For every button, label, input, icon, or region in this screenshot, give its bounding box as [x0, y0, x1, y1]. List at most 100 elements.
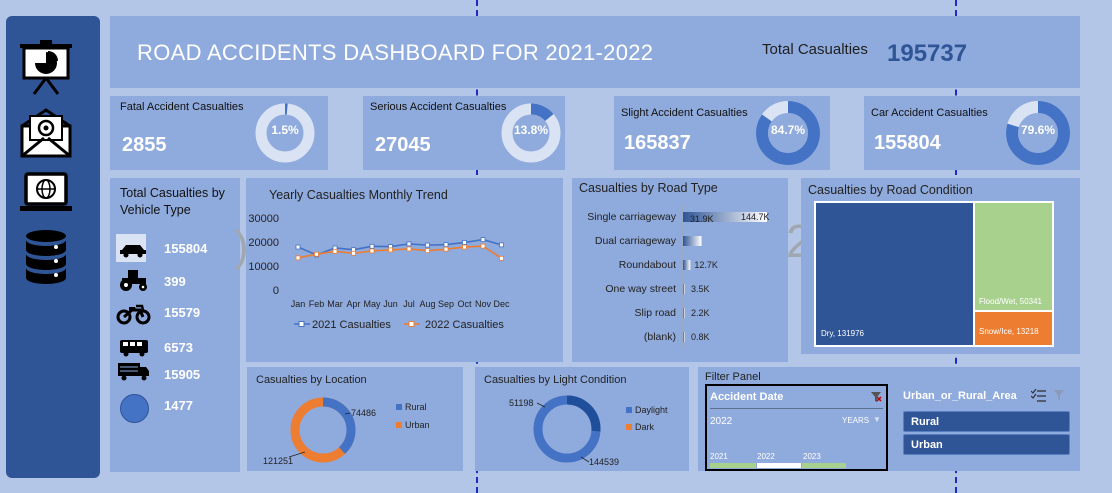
bar-value-label: 31.9K	[690, 214, 714, 224]
x-tick-label: May	[363, 299, 381, 309]
kpi-value: 27045	[375, 134, 431, 156]
bar-value-label: 144.7K	[741, 212, 770, 222]
truck-icon[interactable]	[116, 357, 152, 383]
y-tick-label: 30000	[248, 213, 279, 225]
kpi-label: Fatal Accident Casualties	[120, 101, 244, 113]
kpi-card-slight: Slight Accident Casualties 165837 84.7%	[614, 96, 830, 170]
legend-label-dark: Dark	[635, 422, 655, 432]
data-point	[388, 247, 393, 253]
kpi-value: 155804	[874, 132, 941, 154]
date-slicer-header: Accident Date	[710, 391, 784, 403]
kpi-percent: 84.7%	[770, 123, 806, 137]
location-rural-value: 74486	[351, 408, 376, 418]
monthly-trend-panel: Yearly Casualties Monthly Trend 30000 20…	[246, 178, 563, 362]
bus-icon[interactable]	[116, 335, 152, 361]
kpi-label: Slight Accident Casualties	[621, 107, 748, 119]
motorcycle-icon[interactable]	[116, 300, 152, 326]
vehicle-value: 1477	[164, 398, 193, 413]
road-type-labels: Single carriageway Dual carriageway Roun…	[572, 178, 676, 362]
legend-marker-2021	[298, 321, 305, 327]
road-type-bar	[683, 212, 767, 222]
timeline-bar-2021[interactable]	[710, 463, 756, 468]
slicer-divider	[710, 408, 883, 409]
accident-date-slicer[interactable]: Accident Date 2022 YEARS ▼ 2021 2022 202…	[705, 384, 888, 471]
years-unit-dropdown[interactable]: YEARS	[842, 416, 870, 425]
vehicle-value: 399	[164, 274, 186, 289]
laptop-globe-icon[interactable]	[16, 168, 76, 224]
x-tick-label: Jun	[383, 299, 398, 309]
multi-select-icon[interactable]	[1031, 389, 1047, 403]
legend-swatch-daylight	[626, 407, 632, 413]
series-line-2022	[297, 245, 502, 259]
legend-label-2022: 2022 Casualties	[425, 319, 504, 331]
data-point	[295, 255, 301, 261]
x-tick-label: Aug	[419, 299, 435, 309]
area-item-rural[interactable]: Rural	[903, 411, 1070, 432]
data-point	[499, 242, 504, 248]
treemap-dry[interactable]: Dry, 131976	[816, 203, 973, 345]
bar-category-label: Dual carriageway	[594, 235, 676, 247]
bar-value-label: 12.7K	[694, 260, 718, 270]
area-item-urban[interactable]: Urban	[903, 434, 1070, 455]
filter-title: Filter Panel	[705, 371, 761, 383]
data-point	[369, 248, 375, 254]
treemap-snow[interactable]: Snow/Ice, 13218	[975, 312, 1052, 345]
data-point	[480, 237, 486, 242]
x-tick-label: Sep	[438, 299, 454, 309]
road-type-title: Casualties by Road Type	[579, 181, 718, 195]
location-title: Casualties by Location	[256, 374, 367, 386]
light-dark-slice	[533, 395, 601, 463]
total-casualties-label: Total Casualties	[762, 41, 868, 58]
kpi-donut	[756, 101, 820, 165]
kpi-value: 2855	[122, 134, 167, 156]
car-icon[interactable]	[116, 236, 152, 262]
kpi-percent: 1.5%	[271, 123, 299, 137]
series-line-2021	[297, 238, 502, 256]
chevron-down-icon[interactable]: ▼	[873, 415, 881, 424]
legend-label-rural: Rural	[405, 402, 427, 412]
legend-label-urban: Urban	[405, 420, 430, 430]
x-tick-label: Oct	[457, 299, 472, 309]
bar-value-label: 0.8K	[691, 332, 710, 342]
data-point	[443, 242, 449, 248]
x-tick-label: Jan	[291, 299, 306, 309]
data-point	[462, 244, 467, 250]
y-tick-label: 10000	[248, 261, 279, 273]
light-donut-chart: 51198 144539 Daylight Dark	[509, 395, 668, 467]
circle-icon[interactable]	[120, 394, 149, 423]
clear-filter-icon[interactable]	[870, 391, 882, 403]
data-point	[332, 248, 338, 254]
page-title: ROAD ACCIDENTS DASHBOARD FOR 2021-2022	[137, 40, 654, 65]
data-point	[462, 240, 467, 245]
timeline-bar-2023[interactable]	[802, 463, 846, 468]
header-panel: ROAD ACCIDENTS DASHBOARD FOR 2021-2022 T…	[110, 16, 1080, 88]
location-donut-chart: 74486 121251 Rural Urban	[263, 397, 430, 466]
treemap-frame: Dry, 131976 Flood/Wet, 50341 Snow/Ice, 1…	[814, 201, 1054, 347]
light-condition-panel: Casualties by Light Condition 51198 1445…	[475, 367, 689, 471]
road-type-bar	[683, 284, 686, 294]
kpi-card-car: Car Accident Casualties 155804 79.6%	[864, 96, 1080, 170]
kpi-card-fatal: Fatal Accident Casualties 2855 1.5%	[110, 96, 328, 170]
road-type-bar	[683, 260, 691, 270]
kpi-percent: 13.8%	[513, 123, 549, 137]
kpi-donut	[255, 103, 315, 163]
bar-category-label: Single carriageway	[587, 211, 676, 223]
database-icon[interactable]	[16, 228, 76, 284]
presentation-icon[interactable]	[16, 40, 76, 96]
mail-icon[interactable]	[16, 106, 76, 162]
bar-category-label: (blank)	[643, 331, 676, 343]
filter-icon[interactable]	[1053, 389, 1065, 401]
y-tick-label: 0	[273, 285, 279, 297]
x-tick-label: Mar	[327, 299, 343, 309]
data-point	[314, 251, 319, 257]
legend-swatch-rural	[396, 404, 402, 410]
tractor-icon[interactable]	[116, 266, 152, 292]
treemap-flood[interactable]: Flood/Wet, 50341	[975, 203, 1052, 310]
area-slicer-header: Urban_or_Rural_Area	[903, 390, 1017, 402]
kpi-label: Car Accident Casualties	[871, 107, 988, 119]
timeline-bar-2022[interactable]	[757, 463, 801, 468]
bar-category-label: Roundabout	[618, 259, 676, 271]
bar-value-label: 2.2K	[691, 308, 710, 318]
data-point	[406, 246, 412, 252]
sidebar	[6, 16, 100, 478]
